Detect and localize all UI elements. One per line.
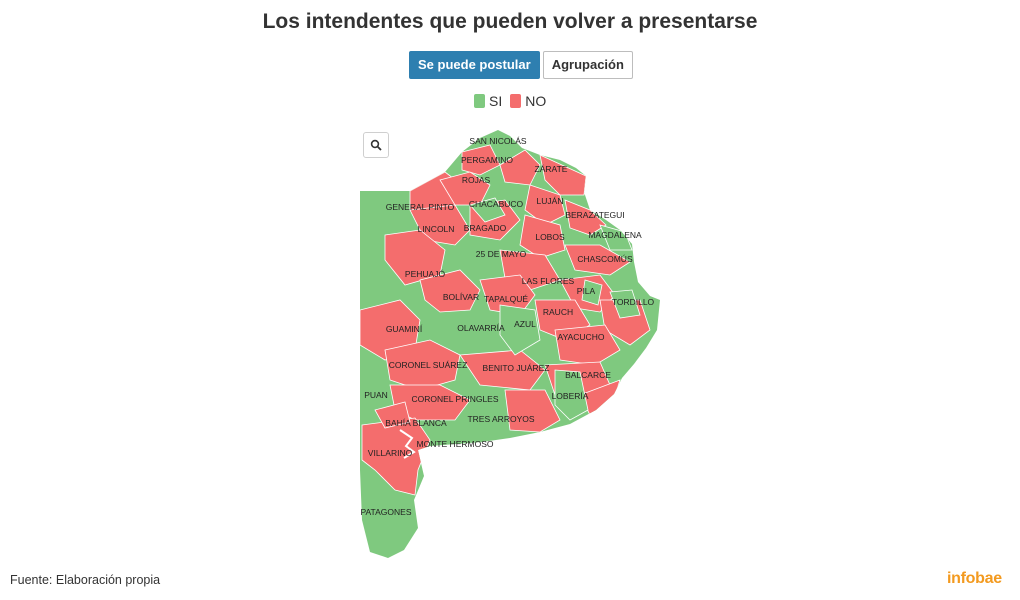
map-label: CHACABUCO	[469, 199, 524, 209]
map-label: LOBOS	[535, 232, 565, 242]
map-label: PILA	[577, 286, 596, 296]
map-label: PEHUAJÓ	[405, 269, 446, 279]
map-label: OLAVARRÍA	[457, 323, 505, 333]
map-labels: SAN NICOLÁS PERGAMINO ZÁRATE ROJAS GENER…	[360, 136, 654, 517]
map-label: PUAN	[364, 390, 388, 400]
map-label: AYACUCHO	[558, 332, 605, 342]
map-label: GUAMINÍ	[386, 324, 423, 334]
map-label: MONTE HERMOSO	[417, 439, 494, 449]
map-label: BOLÍVAR	[443, 292, 479, 302]
map-label: GENERAL PINTO	[386, 202, 455, 212]
map-label: TAPALQUÉ	[484, 294, 528, 304]
map-label: TRES ARROYOS	[467, 414, 534, 424]
tab-agrupacion[interactable]: Agrupación	[542, 51, 633, 79]
partidos	[360, 130, 660, 558]
legend-label-no: NO	[525, 93, 547, 109]
search-icon	[370, 139, 382, 151]
map-label: PERGAMINO	[461, 155, 513, 165]
map-label: SAN NICOLÁS	[469, 136, 526, 146]
map-label: BAHÍA BLANCA	[385, 418, 447, 428]
map-label: BERAZATEGUI	[565, 210, 624, 220]
legend-item-no[interactable]: NO	[510, 93, 546, 109]
view-tabs: Se puede postular Agrupación	[409, 51, 633, 79]
map-label: LAS FLORES	[522, 276, 575, 286]
map-label: LOBERÍA	[552, 391, 589, 401]
map-label: PATAGONES	[360, 507, 411, 517]
map-label: BRAGADO	[464, 223, 507, 233]
map-label: MAGDALENA	[588, 230, 642, 240]
brand-logo[interactable]: infobae	[947, 570, 1002, 587]
chart-title: Los intendentes que pueden volver a pres…	[262, 10, 758, 33]
map-label: LINCOLN	[418, 224, 455, 234]
map-label: CHASCOMÚS	[577, 254, 633, 264]
legend-swatch-si	[474, 94, 485, 108]
map-label: LUJÁN	[537, 196, 564, 206]
tab-se-puede-postular[interactable]: Se puede postular	[409, 51, 540, 79]
map-label: TORDILLO	[612, 297, 655, 307]
map-label: 25 DE MAYO	[476, 249, 527, 259]
map-label: ZÁRATE	[535, 164, 568, 174]
bahia-inlet	[399, 429, 416, 459]
legend: SI NO	[474, 93, 554, 109]
map-label: BENITO JUÁREZ	[483, 363, 550, 373]
map-label: RAUCH	[543, 307, 573, 317]
map-label: CORONEL SUÁREZ	[389, 360, 468, 370]
zoom-button[interactable]	[363, 132, 389, 158]
source-note: Fuente: Elaboración propia	[10, 573, 161, 587]
legend-item-si[interactable]: SI	[474, 93, 502, 109]
map-label: VILLARINO	[368, 448, 413, 458]
map-label: AZUL	[514, 319, 536, 329]
legend-label-si: SI	[489, 93, 503, 109]
legend-swatch-no	[510, 94, 522, 108]
map-label: ROJAS	[462, 175, 491, 185]
map-label: BALCARCE	[565, 370, 611, 380]
map-label: CORONEL PRINGLES	[411, 394, 498, 404]
